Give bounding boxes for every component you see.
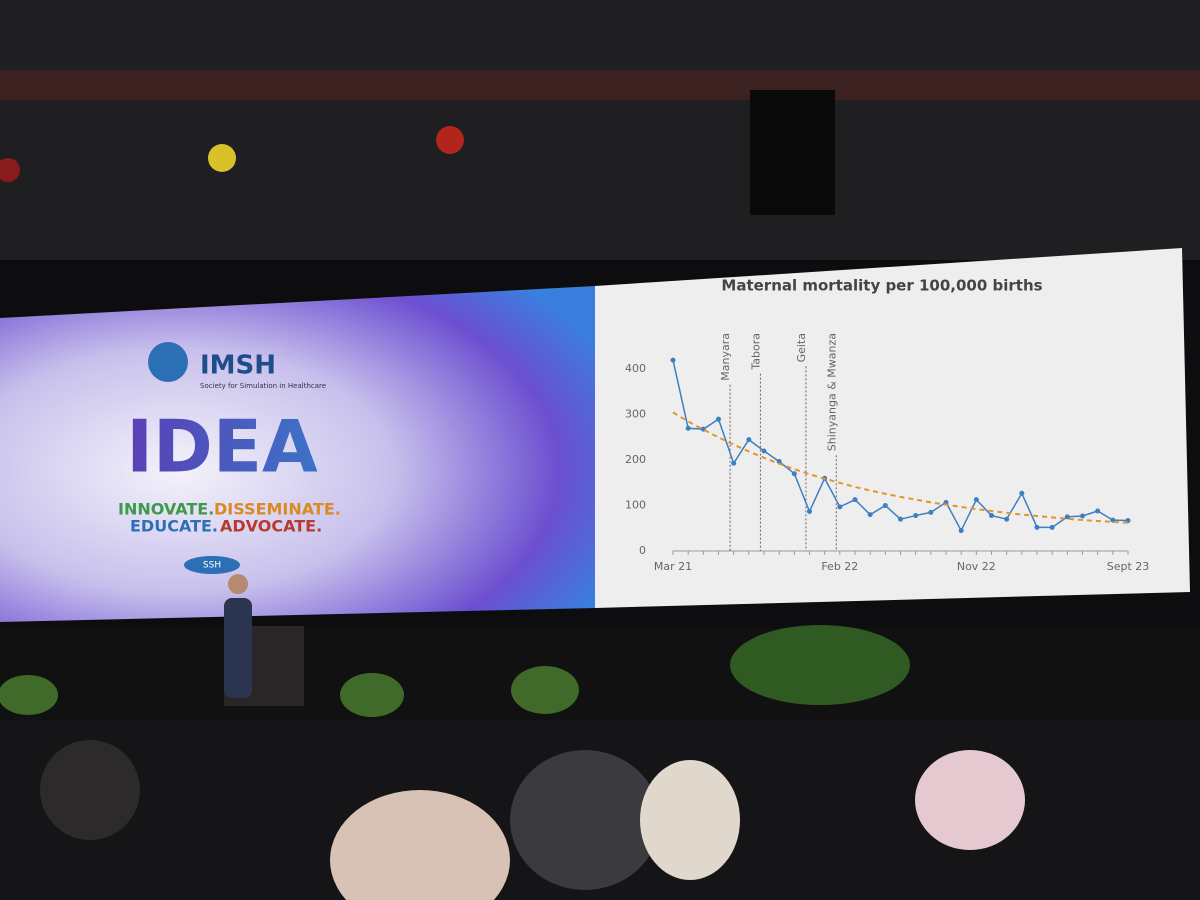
- data-point: [898, 516, 903, 522]
- data-point: [1019, 490, 1025, 496]
- data-point: [1064, 514, 1070, 520]
- data-point: [928, 509, 934, 515]
- data-point: [670, 357, 676, 363]
- audience-member: [40, 740, 140, 840]
- truss: [0, 70, 1200, 100]
- y-tick-label: 0: [639, 544, 646, 557]
- presenter: [224, 598, 252, 698]
- data-point: [685, 425, 691, 431]
- stage-light: [436, 126, 464, 154]
- y-tick-label: 400: [625, 362, 646, 375]
- tagline-word: DISSEMINATE.: [214, 500, 341, 519]
- badge-shape: [184, 556, 240, 574]
- audience-member: [640, 760, 740, 880]
- annotation: Manyara: [719, 333, 732, 381]
- chart-title: Maternal mortality per 100,000 births: [721, 277, 1042, 295]
- data-point: [913, 513, 919, 519]
- data-point: [1034, 524, 1040, 530]
- data-point: [1004, 516, 1010, 522]
- audience-member: [510, 750, 660, 890]
- tagline-word: ADVOCATE.: [220, 517, 322, 536]
- badge-text: SSH: [203, 561, 221, 571]
- data-point: [989, 513, 994, 519]
- chart-slide: [595, 248, 1190, 608]
- y-tick-label: 300: [625, 408, 646, 421]
- data-point: [716, 416, 721, 422]
- annotation: Tabora: [749, 333, 762, 371]
- data-point: [837, 504, 843, 510]
- data-point: [882, 503, 888, 509]
- audience-member: [915, 750, 1025, 850]
- logo-text: IMSH: [200, 351, 276, 381]
- x-tick-label: Feb 22: [821, 560, 858, 573]
- data-point: [1080, 513, 1085, 519]
- tagline-word: INNOVATE.: [118, 500, 214, 519]
- data-point: [852, 497, 858, 503]
- annotation: Geita: [795, 333, 808, 362]
- data-point: [761, 448, 767, 454]
- tagline-word: EDUCATE.: [130, 517, 218, 536]
- plant: [340, 673, 404, 717]
- data-point: [807, 508, 812, 514]
- y-tick-label: 200: [625, 453, 646, 466]
- chart: Maternal mortality per 100,000 births 0 1…: [625, 277, 1149, 574]
- plant: [511, 666, 579, 714]
- trend-line: [672, 411, 1129, 524]
- headline: IDEA: [126, 405, 318, 489]
- plant: [730, 625, 910, 705]
- data-point: [1049, 524, 1055, 530]
- data-point: [746, 437, 752, 443]
- data-point: [791, 471, 797, 477]
- stage-light: [208, 144, 236, 172]
- data-point: [867, 512, 873, 518]
- stage-light: [0, 158, 20, 182]
- logo-subtitle: Society for Simulation in Healthcare: [200, 382, 326, 390]
- audience-member: [330, 790, 510, 900]
- plant: [0, 675, 58, 715]
- y-tick-label: 100: [625, 499, 646, 512]
- data-point: [1095, 508, 1101, 514]
- annotation: Shinyanga & Mwanza: [825, 333, 838, 451]
- ceiling: [0, 0, 1200, 260]
- data-point: [776, 458, 782, 464]
- data-point: [958, 528, 964, 534]
- data-point: [731, 460, 737, 466]
- presenter-head: [228, 574, 248, 594]
- data-point: [973, 497, 979, 503]
- stage-back: [0, 628, 1200, 728]
- x-tick-label: Sept 23: [1107, 560, 1150, 573]
- x-tick-label: Mar 21: [654, 560, 692, 573]
- speaker-box: [750, 90, 835, 215]
- logo-icon: [148, 342, 188, 382]
- left-slide: [0, 286, 595, 622]
- x-tick-label: Nov 22: [957, 560, 996, 573]
